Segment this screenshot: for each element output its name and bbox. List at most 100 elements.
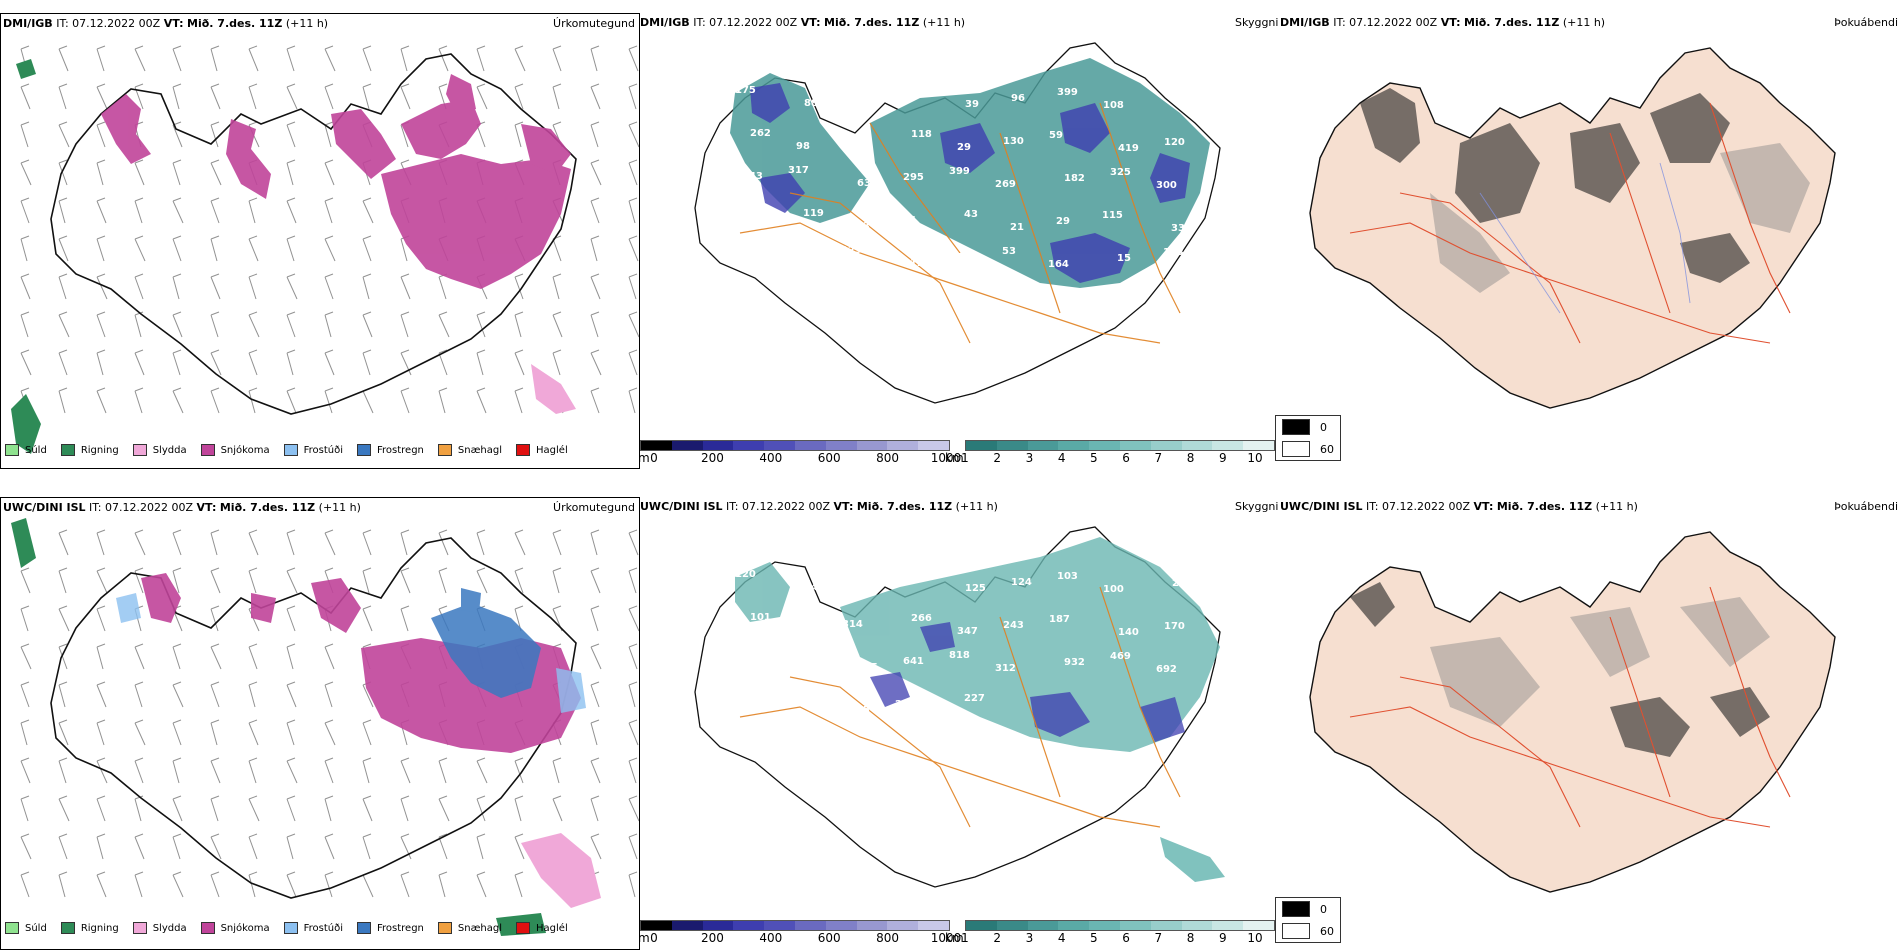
visibility-value-label: 243	[1003, 620, 1024, 631]
wind-barb	[552, 45, 562, 72]
wind-barb	[324, 795, 334, 822]
wind-barb	[628, 349, 638, 376]
legend-label: Haglél	[536, 444, 568, 456]
legend-swatch	[60, 444, 75, 456]
wind-barb	[286, 235, 296, 262]
wind-barb	[590, 567, 601, 594]
wind-barb	[552, 795, 563, 822]
legend-swatch	[283, 922, 298, 934]
wind-barb	[362, 273, 372, 300]
wind-barb	[20, 159, 32, 186]
wind-barb	[20, 795, 30, 822]
wind-barb	[362, 833, 372, 860]
wind-barb	[628, 235, 639, 262]
visibility-value-label: 20	[896, 86, 910, 97]
wind-barb	[590, 273, 601, 300]
wind-barb	[438, 833, 448, 860]
fog-legend-item: 60	[1276, 438, 1340, 460]
visibility-value-label: 51	[896, 570, 910, 581]
wind-barb	[248, 681, 258, 708]
wind-barb	[248, 83, 258, 110]
precip-legend: Súld Rigning Slydda Snjókoma Frostúði Frostre…	[5, 444, 568, 456]
wind-barb	[58, 529, 69, 556]
wind-barb	[20, 757, 31, 784]
visibility-value-label: 187	[1049, 614, 1070, 625]
wind-barb	[20, 235, 30, 262]
legend-swatch	[437, 444, 452, 456]
visibility-value-label: 314	[842, 619, 863, 630]
wind-barb	[172, 273, 182, 300]
wind-barb	[324, 757, 334, 784]
colorbar-tick-label: 5	[1090, 931, 1098, 945]
wind-barb	[476, 757, 488, 784]
wind-barb	[58, 871, 68, 898]
precip-map-top	[11, 45, 639, 454]
m-unit: m	[638, 931, 650, 945]
wind-barb	[172, 311, 183, 338]
legend-swatch	[200, 444, 215, 456]
colorbar-tick-label: 2	[993, 451, 1002, 465]
wind-barb	[324, 719, 336, 746]
wind-barb	[514, 45, 526, 72]
wind-barb	[20, 643, 32, 670]
fog-legend-swatch	[1282, 441, 1310, 457]
wind-barb	[590, 719, 600, 746]
wind-barb	[438, 567, 448, 594]
wind-barb	[210, 757, 221, 784]
wind-barb	[286, 387, 297, 414]
wind-barb	[362, 795, 373, 822]
wind-barb	[58, 45, 69, 72]
visibility-value-label: 120	[1164, 137, 1185, 148]
wind-barb	[58, 605, 70, 632]
wind-barb	[400, 311, 410, 338]
wind-barb	[96, 757, 108, 784]
wind-barb	[248, 567, 258, 594]
wind-barb	[628, 159, 638, 186]
colorbar-cell	[918, 441, 949, 450]
wind-barb	[400, 795, 410, 822]
wind-barb	[96, 159, 106, 186]
colorbar-cell	[764, 441, 795, 450]
legend-label: Snjókoma	[220, 444, 270, 456]
colorbar-cell	[856, 441, 888, 450]
wind-barb	[324, 235, 336, 262]
wind-barb	[96, 45, 106, 72]
wind-barb	[172, 795, 183, 822]
wind-barb	[248, 795, 260, 822]
fog-legend-top: 0 60	[1275, 415, 1341, 461]
wind-barb	[286, 795, 296, 822]
wind-barb	[514, 871, 524, 898]
wind-barb	[134, 757, 144, 784]
fog-legend-item: 0	[1276, 416, 1340, 438]
wind-barb	[476, 871, 487, 898]
colorbar-tick-label: 600	[817, 451, 841, 465]
wind-barb	[96, 871, 107, 898]
wind-barb	[172, 567, 182, 594]
colorbar-cell	[1181, 441, 1213, 450]
legend-swatch	[5, 444, 19, 456]
wind-barb	[628, 121, 639, 148]
wind-barb	[362, 719, 372, 746]
colorbar-cell	[794, 441, 826, 450]
wind-barb	[286, 681, 297, 708]
colorbar-cell	[1212, 441, 1244, 450]
wind-barb	[96, 719, 106, 746]
visibility-value-label: 39	[965, 99, 979, 110]
wind-barb	[400, 757, 411, 784]
visibility-value-label: 115	[1102, 210, 1123, 221]
visibility-value-label: 119	[803, 208, 824, 219]
wind-barb	[172, 197, 184, 224]
wind-barb	[514, 567, 524, 594]
wind-barb	[248, 833, 258, 860]
visibility-value-label: 143	[788, 649, 809, 660]
wind-barb	[438, 311, 450, 338]
visibility-value-label: 59	[1049, 130, 1063, 141]
wind-barb	[210, 681, 220, 708]
wind-barb	[514, 833, 525, 860]
visibility-value-label: 300	[1156, 180, 1177, 191]
wind-barb	[400, 349, 412, 376]
wind-barb	[172, 871, 184, 898]
wind-barb	[590, 83, 601, 110]
visibility-value-label: 641	[903, 656, 924, 667]
wind-barb	[628, 757, 638, 784]
